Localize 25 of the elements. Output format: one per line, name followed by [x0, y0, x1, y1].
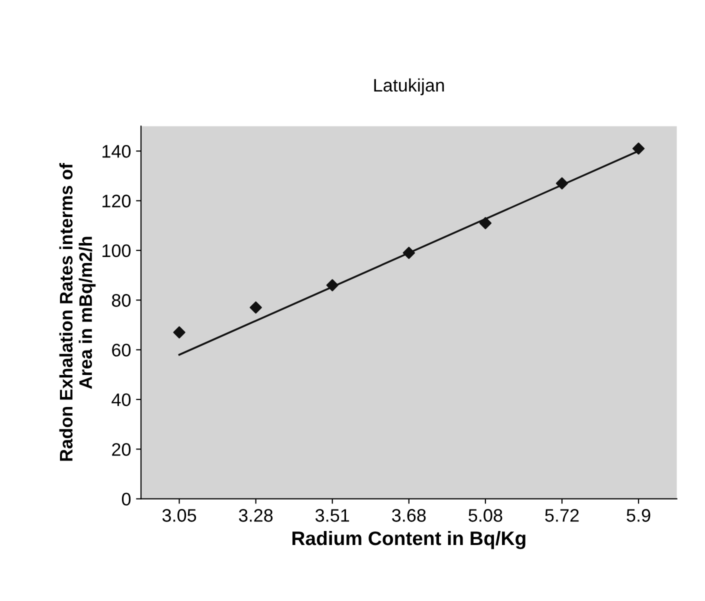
x-tick-label: 5.72 — [545, 509, 579, 522]
x-axis-title: Radium Content in Bq/Kg — [292, 530, 526, 550]
y-tick-label: 140 — [102, 144, 131, 158]
y-tick-label: 40 — [112, 393, 131, 406]
x-tick-label: 3.05 — [162, 509, 196, 522]
point — [250, 301, 262, 314]
x-tick-label: 5.08 — [468, 509, 502, 522]
y-tick-label: 60 — [112, 344, 131, 356]
point — [479, 217, 492, 230]
x-tick-label: 3.28 — [238, 509, 273, 522]
point — [173, 326, 186, 338]
x-tick-label: 3.51 — [315, 509, 350, 522]
point — [402, 246, 415, 259]
chart-title: Latukijan — [374, 78, 444, 96]
x-tick-label: 5.9 — [626, 509, 650, 522]
y-tick-label: 100 — [102, 244, 131, 258]
y-tick-label: 120 — [102, 194, 131, 208]
y-tick-label: 80 — [112, 294, 131, 307]
point — [326, 279, 338, 292]
point — [556, 177, 568, 190]
point — [632, 142, 645, 155]
y-tick-label: 20 — [112, 443, 131, 456]
x-tick-label: 3.68 — [392, 509, 426, 522]
y-tick-label: 0 — [122, 492, 131, 506]
y-axis-title: Radon Exhalation Rates interms of Area in mBq/m2/h — [59, 162, 96, 461]
